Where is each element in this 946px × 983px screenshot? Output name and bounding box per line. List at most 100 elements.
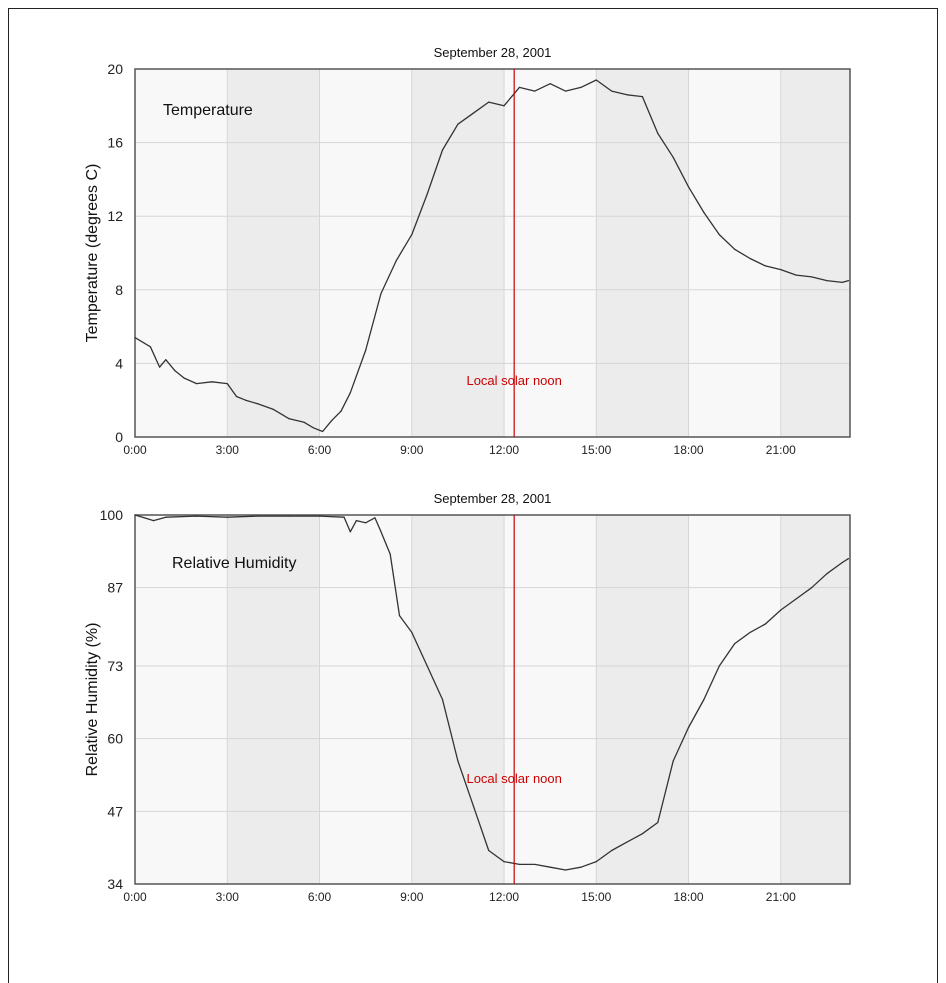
data-point — [318, 515, 321, 517]
data-point — [380, 292, 382, 295]
data-point — [257, 515, 259, 517]
data-point — [749, 257, 751, 260]
data-point — [703, 211, 705, 214]
plot-frame — [134, 68, 851, 438]
data-point — [734, 642, 736, 645]
data-point — [687, 726, 690, 729]
y-axis-label: Temperature (degrees C) — [84, 164, 101, 343]
y-tick-label: 73 — [107, 658, 123, 674]
data-point — [764, 265, 767, 267]
data-point — [488, 849, 490, 852]
data-point — [272, 408, 274, 410]
data-point — [159, 366, 161, 368]
data-point — [365, 349, 367, 352]
data-point — [134, 514, 136, 516]
x-tick-label: 3:00 — [216, 890, 240, 904]
y-tick-label: 47 — [107, 803, 123, 819]
data-point — [749, 631, 751, 634]
data-point — [795, 274, 797, 276]
data-point — [149, 346, 151, 348]
y-tick-label: 34 — [107, 876, 123, 892]
x-tick-label: 9:00 — [400, 890, 424, 904]
data-point — [564, 869, 567, 871]
data-point — [703, 698, 705, 701]
data-point — [235, 395, 238, 398]
data-point — [288, 418, 290, 420]
solar-noon-label: Local solar noon — [466, 771, 561, 786]
x-tick-label: 18:00 — [674, 890, 704, 904]
x-tick-label: 15:00 — [581, 443, 611, 457]
data-point — [312, 427, 314, 429]
data-point — [826, 573, 828, 575]
shaded-band — [780, 69, 850, 437]
data-point — [780, 609, 782, 611]
data-point — [580, 866, 582, 868]
data-point — [183, 377, 185, 379]
data-point — [672, 760, 674, 762]
x-tick-label: 6:00 — [308, 443, 332, 457]
shaded-band — [596, 515, 689, 884]
data-point — [303, 421, 305, 423]
y-tick-label: 60 — [107, 731, 123, 747]
x-tick-label: 21:00 — [766, 443, 796, 457]
data-point — [734, 248, 736, 250]
figure-frame — [8, 8, 938, 983]
data-point — [687, 186, 690, 188]
data-point — [503, 105, 505, 107]
shaded-band — [411, 69, 505, 437]
data-point — [349, 392, 351, 394]
data-point — [143, 517, 145, 519]
data-point — [795, 598, 797, 600]
data-point — [657, 132, 659, 134]
data-point — [847, 280, 850, 282]
data-point — [518, 863, 521, 866]
x-tick-label: 3:00 — [216, 443, 240, 457]
data-point — [718, 234, 720, 236]
data-point — [641, 833, 644, 835]
data-point — [549, 83, 551, 85]
data-point — [518, 86, 521, 88]
data-point — [389, 553, 391, 555]
y-tick-label: 100 — [100, 507, 124, 523]
data-point — [564, 90, 567, 92]
data-point — [426, 665, 428, 667]
data-point — [165, 359, 167, 361]
chart-2: 0:00 3:00 6:00 9:00 12:00 15:00 18:00 21:00 34 47… — [84, 491, 851, 904]
data-point — [611, 90, 613, 92]
data-point — [174, 370, 176, 372]
chart-title: September 28, 2001 — [434, 45, 552, 60]
data-point — [534, 863, 536, 866]
data-point — [657, 821, 659, 824]
data-point — [441, 698, 444, 701]
shaded-band — [596, 69, 689, 437]
data-point — [595, 861, 597, 863]
data-point — [826, 280, 828, 282]
x-tick-label: 0:00 — [123, 443, 147, 457]
data-point — [411, 631, 413, 634]
data-point — [245, 399, 247, 401]
data-point — [257, 403, 259, 405]
inset-label: Temperature — [163, 102, 253, 119]
data-point — [457, 123, 459, 125]
data-point — [847, 558, 850, 560]
data-point — [349, 531, 351, 533]
data-point — [472, 112, 474, 114]
data-point — [626, 841, 628, 843]
y-tick-label: 87 — [107, 580, 123, 596]
data-point — [165, 516, 167, 518]
shaded-band — [227, 515, 320, 884]
data-point — [595, 79, 597, 81]
data-point — [503, 861, 505, 863]
y-tick-label: 20 — [107, 61, 123, 77]
y-axis-label: Relative Humidity (%) — [84, 623, 101, 777]
data-point — [780, 268, 782, 271]
data-point — [340, 410, 342, 412]
x-tick-label: 0:00 — [123, 890, 147, 904]
data-point — [718, 665, 720, 667]
y-tick-label: 4 — [115, 355, 123, 371]
data-point — [343, 516, 345, 518]
data-point — [472, 805, 474, 807]
data-point — [810, 587, 813, 589]
data-point — [411, 234, 413, 236]
data-point — [195, 515, 198, 517]
